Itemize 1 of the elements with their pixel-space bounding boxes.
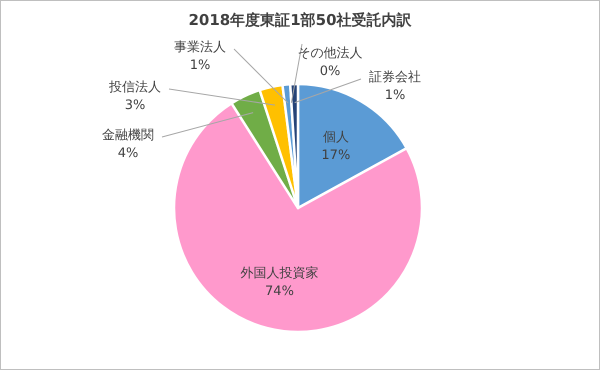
chart-title: 2018年度東証1部50社受託内訳 xyxy=(188,11,413,29)
